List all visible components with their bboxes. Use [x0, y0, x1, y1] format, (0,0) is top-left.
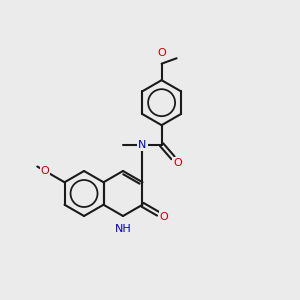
Text: O: O	[41, 166, 50, 176]
Text: O: O	[157, 48, 166, 58]
Text: N: N	[138, 140, 147, 150]
Text: NH: NH	[115, 224, 131, 233]
Text: O: O	[173, 158, 182, 168]
Text: O: O	[159, 212, 168, 222]
